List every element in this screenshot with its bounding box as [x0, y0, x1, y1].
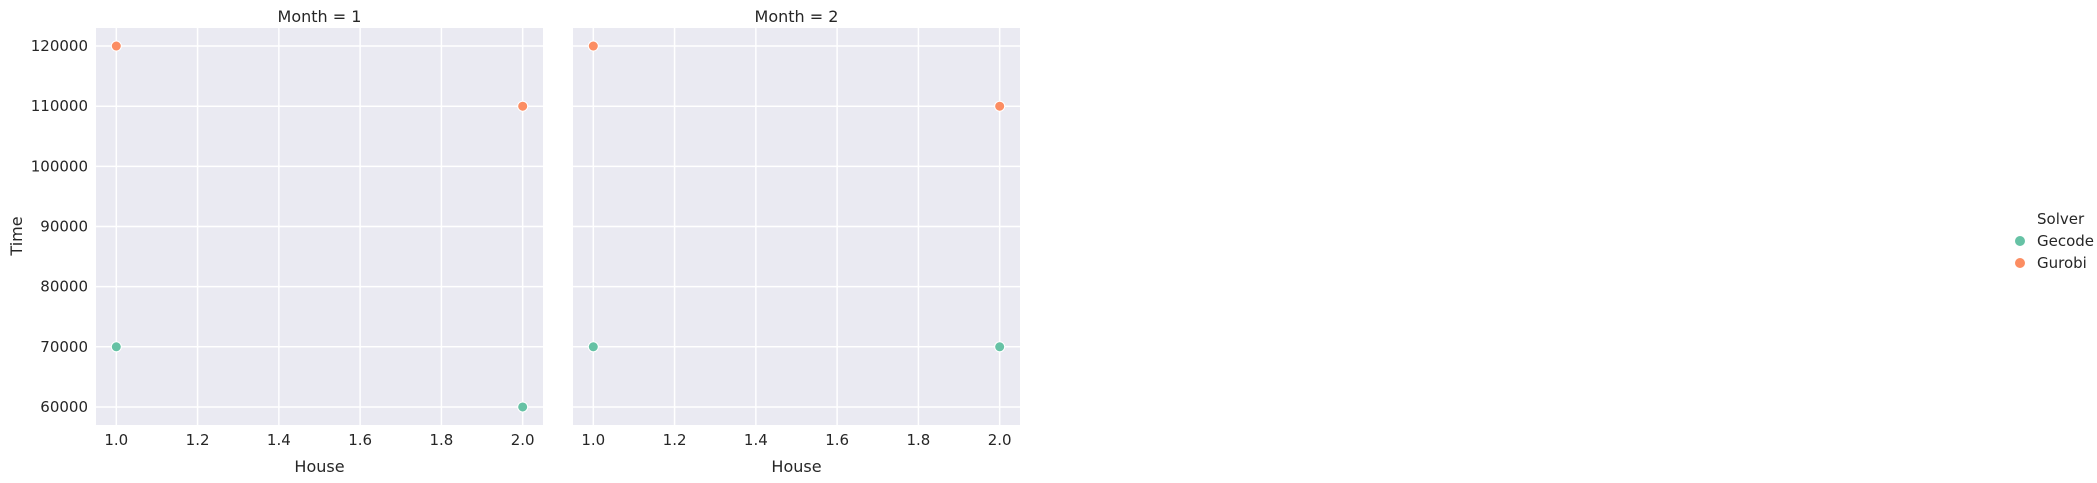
data-point-gurobi: [994, 100, 1006, 112]
y-tick-label: 120000: [31, 37, 88, 55]
x-axis-label: House: [771, 457, 821, 476]
y-tick-label: 60000: [40, 398, 88, 416]
panel-grid: [96, 28, 543, 425]
data-point-gecode: [110, 341, 122, 353]
x-tick-labels: 1.0 1.2 1.4 1.6 1.8 2.0: [104, 431, 534, 449]
x-tick-label: 1.2: [663, 431, 687, 449]
panel-marks: [110, 40, 529, 413]
legend-label-gurobi: Gurobi: [2037, 254, 2087, 272]
x-tick-label: 1.8: [429, 431, 453, 449]
x-tick-label: 1.6: [825, 431, 849, 449]
y-tick-label: 100000: [31, 157, 88, 175]
legend-entries: Gecode Gurobi: [2014, 232, 2094, 272]
facet-title: Month = 1: [278, 7, 362, 26]
y-tick-label: 80000: [40, 278, 88, 296]
x-tick-label: 1.6: [348, 431, 372, 449]
legend-title: Solver: [2037, 210, 2085, 228]
data-point-gurobi: [517, 100, 529, 112]
data-point-gurobi: [110, 40, 122, 52]
y-axis-label: Time: [7, 216, 26, 256]
legend-label-gecode: Gecode: [2037, 232, 2094, 250]
legend-marker-gecode: [2014, 235, 2026, 247]
legend: Solver Gecode Gurobi: [2014, 210, 2094, 272]
x-tick-label: 1.8: [906, 431, 930, 449]
x-tick-labels: 1.0 1.2 1.4 1.6 1.8 2.0: [581, 431, 1011, 449]
legend-marker-gurobi: [2014, 257, 2026, 269]
y-tick-labels: 60000 70000 80000 90000 100000 110000 120000: [31, 37, 88, 416]
facet-title: Month = 2: [755, 7, 839, 26]
x-tick-label: 2.0: [511, 431, 535, 449]
data-point-gecode: [994, 341, 1006, 353]
x-axis-label: House: [294, 457, 344, 476]
x-tick-label: 1.4: [744, 431, 768, 449]
facet-panel-month-2: Month = 2 1.0 1.2 1.4 1.6 1.8 2.0 House: [573, 7, 1020, 476]
y-tick-label: 90000: [40, 218, 88, 236]
data-point-gecode: [517, 401, 529, 413]
x-tick-label: 1.4: [267, 431, 291, 449]
y-tick-label: 70000: [40, 338, 88, 356]
y-tick-label: 110000: [31, 97, 88, 115]
x-tick-label: 1.0: [581, 431, 605, 449]
x-tick-label: 1.0: [104, 431, 128, 449]
data-point-gecode: [587, 341, 599, 353]
panel-marks: [587, 40, 1006, 353]
panel-grid: [573, 28, 1020, 425]
facet-panel-month-1: Month = 1 1.0 1.2 1.4 1.6 1.8 2.0 60000 70000 8…: [7, 7, 543, 476]
x-tick-label: 1.2: [186, 431, 210, 449]
data-point-gurobi: [587, 40, 599, 52]
x-tick-label: 2.0: [988, 431, 1012, 449]
